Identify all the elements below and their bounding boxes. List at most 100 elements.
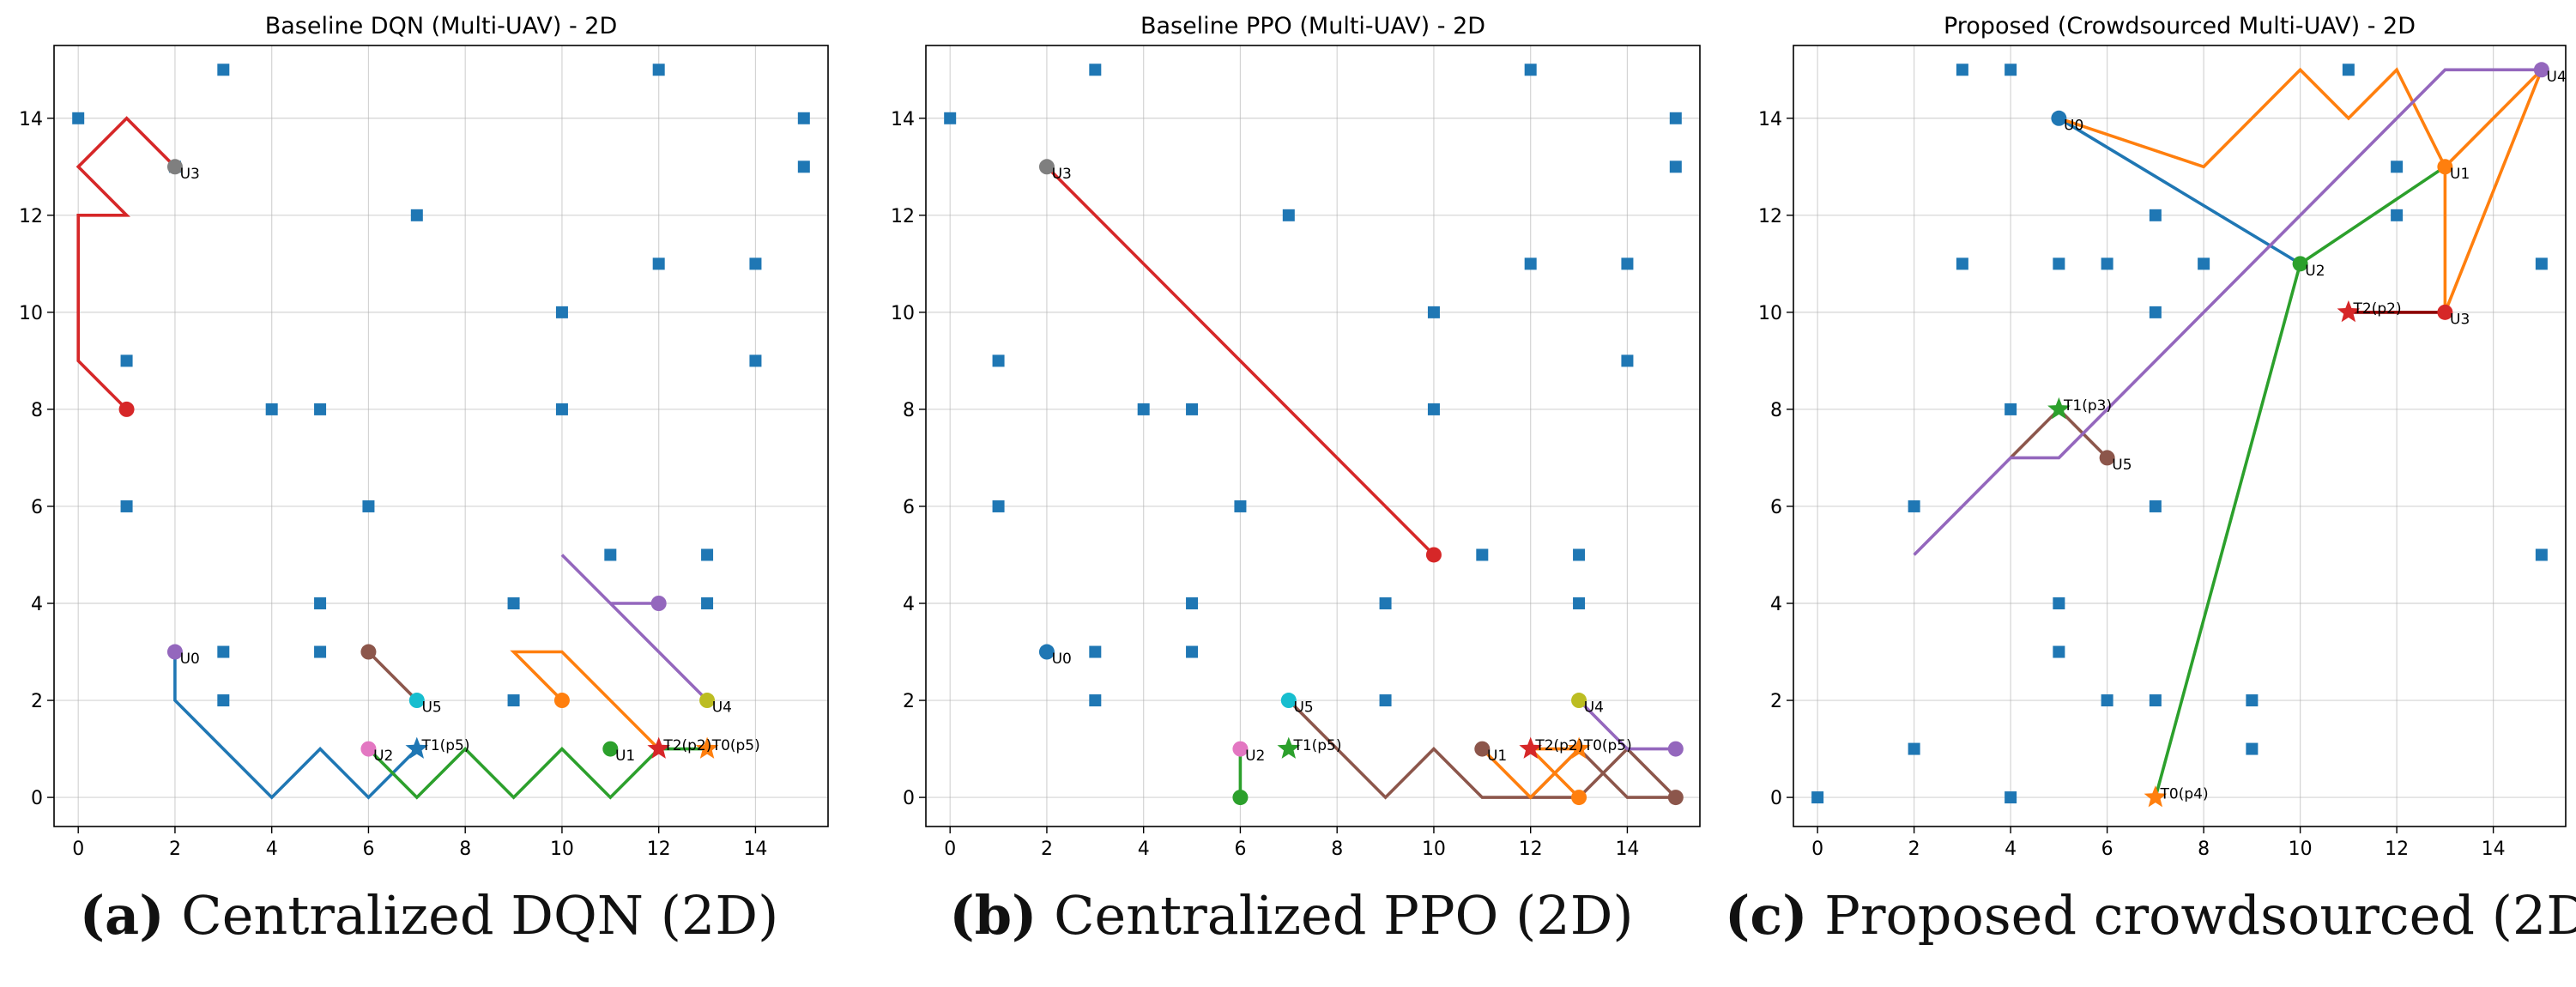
point-label: U4 [712, 699, 732, 717]
obstacle-marker [797, 112, 810, 124]
obstacle-marker [1186, 597, 1199, 609]
obstacle-marker [507, 694, 520, 707]
x-tick-label: 10 [1422, 839, 1446, 860]
uav-marker [2437, 159, 2453, 175]
uav-path [367, 747, 708, 800]
uav-marker [1038, 159, 1055, 175]
uav-marker [1571, 790, 1587, 806]
uav-marker [118, 401, 135, 417]
x-tick-label: 8 [1331, 839, 1343, 860]
caption-a-text: Centralized DQN (2D) [164, 884, 779, 947]
obstacle-marker [314, 403, 327, 415]
obstacle-marker [1956, 257, 1968, 270]
y-tick-label: 10 [1758, 303, 1782, 324]
x-tick-label: 6 [2101, 839, 2113, 860]
obstacle-marker [1282, 209, 1295, 221]
point-label: U0 [180, 651, 200, 668]
point-label: U0 [2064, 117, 2083, 134]
point-label: U5 [1293, 699, 1313, 717]
obstacle-marker [1089, 645, 1102, 658]
x-tick-label: 12 [1519, 839, 1543, 860]
chart-panel-1: Baseline PPO (Multi-UAV) - 2D 0 2 4 6 8 10 12 14… [891, 13, 1701, 860]
y-tick-label: 0 [1770, 788, 1782, 809]
task-star-marker [1567, 736, 1591, 759]
obstacle-marker [1476, 548, 1489, 561]
x-tick-label: 2 [1908, 839, 1920, 860]
point-label: U4 [1584, 699, 1604, 717]
uav-path [1913, 68, 2542, 556]
y-tick-label: 8 [31, 400, 43, 421]
y-tick-label: 12 [1758, 206, 1782, 227]
obstacle-marker [1427, 306, 1440, 318]
uav-marker [166, 644, 183, 660]
task-star-marker [695, 736, 719, 759]
obstacle-marker [217, 64, 230, 76]
obstacle-marker [944, 112, 957, 124]
caption-c-text: Proposed crowdsourced (2D) [1807, 884, 2576, 947]
point-label: U2 [373, 748, 393, 765]
uav-marker [1038, 644, 1055, 660]
y-tick-label: 4 [1770, 594, 1782, 615]
chart-title: Proposed (Crowdsourced Multi-UAV) - 2D [1944, 13, 2416, 39]
y-tick-label: 12 [19, 206, 43, 227]
task-star-marker [2144, 785, 2168, 808]
obstacle-marker [2391, 160, 2404, 173]
obstacle-marker [2005, 791, 2017, 804]
y-tick-label: 2 [1770, 691, 1782, 712]
x-tick-label: 8 [2198, 839, 2210, 860]
x-tick-label: 12 [2385, 839, 2409, 860]
obstacle-marker [1669, 160, 1682, 173]
y-tick-label: 10 [891, 303, 915, 324]
obstacle-marker [314, 645, 327, 658]
x-tick-label: 6 [362, 839, 374, 860]
x-tick-label: 2 [1041, 839, 1053, 860]
chart-panel-2: Proposed (Crowdsourced Multi-UAV) - 2D 0 2… [1758, 13, 2567, 860]
obstacle-marker [507, 597, 520, 609]
obstacle-marker [992, 500, 1005, 512]
uav-marker [2292, 256, 2308, 272]
obstacle-marker [2053, 645, 2065, 658]
uav-marker [360, 741, 377, 757]
obstacle-marker [1956, 64, 1968, 76]
uav-marker [360, 644, 377, 660]
obstacle-marker [2053, 597, 2065, 609]
task-star-marker [2337, 300, 2361, 323]
obstacle-marker [2342, 64, 2355, 76]
obstacle-marker [120, 354, 133, 367]
caption-b: (b) Centralized PPO (2D) [858, 884, 1725, 970]
obstacle-marker [362, 500, 375, 512]
chart-title: Baseline PPO (Multi-UAV) - 2D [1140, 13, 1485, 39]
obstacle-marker [314, 597, 327, 609]
obstacle-marker [652, 257, 665, 270]
point-label: U3 [1052, 166, 1072, 183]
obstacle-marker [2149, 694, 2162, 707]
obstacle-marker [1427, 403, 1440, 415]
uav-path [1045, 166, 1436, 556]
x-tick-label: 14 [743, 839, 767, 860]
task-star-marker [647, 736, 670, 759]
obstacle-marker [2246, 742, 2259, 755]
obstacle-marker [217, 694, 230, 707]
x-tick-label: 14 [1615, 839, 1639, 860]
y-tick-label: 2 [903, 691, 915, 712]
chart-panel-0: Baseline DQN (Multi-UAV) - 2D 0 2 4 6 8 10 12 14… [19, 13, 829, 860]
uav-path [173, 651, 419, 800]
uav-path [2058, 117, 2301, 265]
x-tick-label: 4 [1138, 839, 1150, 860]
y-tick-label: 6 [31, 497, 43, 518]
uav-marker [1474, 741, 1491, 757]
uav-path [2058, 67, 2543, 313]
point-label: U1 [615, 748, 635, 765]
task-star-marker [2047, 397, 2071, 420]
y-tick-label: 4 [903, 594, 915, 615]
point-label: T0(p5) [1583, 737, 1632, 754]
caption-c-letter: (c) [1725, 884, 1808, 947]
x-tick-label: 8 [459, 839, 471, 860]
point-label: T2(p2) [2353, 300, 2402, 318]
uav-marker [2437, 304, 2453, 320]
caption-a-letter: (a) [79, 884, 165, 947]
axes-frame [925, 45, 1701, 827]
obstacle-marker [2391, 209, 2404, 221]
uav-path [510, 650, 660, 750]
uav-marker [1425, 547, 1442, 563]
